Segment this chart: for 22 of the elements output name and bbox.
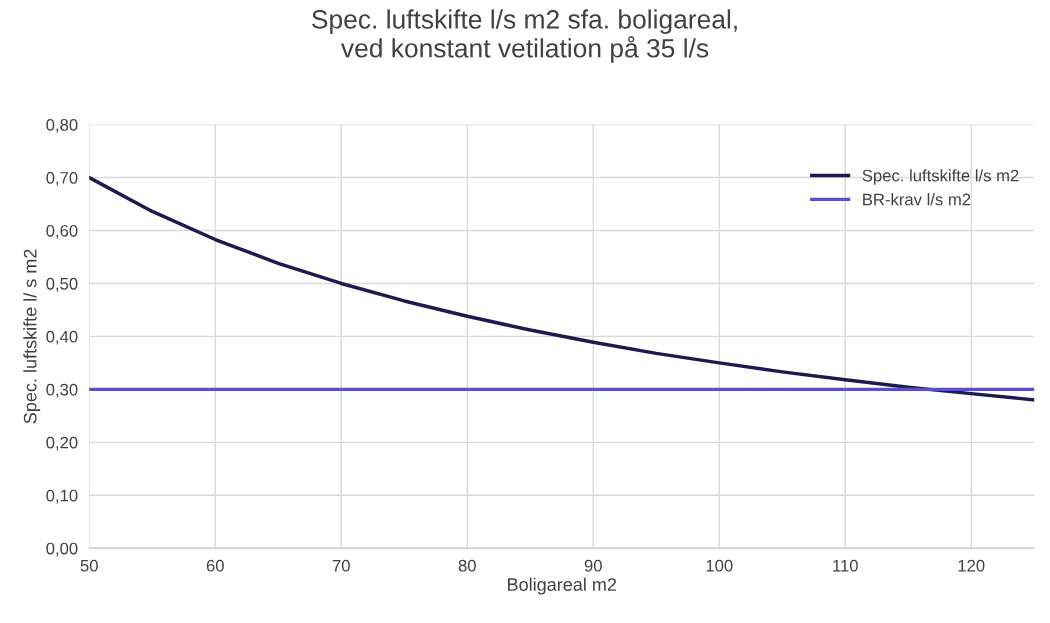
y-tick-label: 0,50 bbox=[46, 277, 78, 292]
x-tick-label: 110 bbox=[833, 559, 858, 572]
y-tick-label: 0,70 bbox=[46, 171, 78, 186]
legend-label: Spec. luftskifte l/s m2 bbox=[862, 169, 1019, 185]
chart-title: Spec. luftskifte l/s m2 sfa. boligareal, ved konstant vetilation på 35 l/s bbox=[312, 9, 737, 63]
x-tick-label: 120 bbox=[958, 559, 985, 572]
x-tick-label: 100 bbox=[706, 559, 733, 572]
y-tick-label: 0,30 bbox=[46, 383, 78, 398]
y-tick-label: 0,40 bbox=[46, 330, 78, 345]
x-tick-label: 50 bbox=[80, 559, 98, 572]
x-tick-label: 80 bbox=[458, 559, 476, 572]
legend-label: BR-krav l/s m2 bbox=[863, 193, 971, 206]
y-tick-label: 0,80 bbox=[46, 119, 78, 133]
y-tick-label: 0,10 bbox=[46, 489, 78, 504]
x-tick-label: 90 bbox=[584, 559, 602, 572]
y-tick-label: 0,60 bbox=[46, 224, 78, 239]
x-tick-label: 70 bbox=[332, 559, 350, 572]
x-axis-title: Boligareal m2 bbox=[508, 577, 617, 595]
y-tick-label: 0,20 bbox=[46, 436, 78, 451]
y-axis-title: Spec. luftskifte l/ s m2 bbox=[23, 249, 41, 424]
x-tick-label: 60 bbox=[206, 559, 224, 572]
y-tick-label: 0,00 bbox=[46, 542, 78, 557]
